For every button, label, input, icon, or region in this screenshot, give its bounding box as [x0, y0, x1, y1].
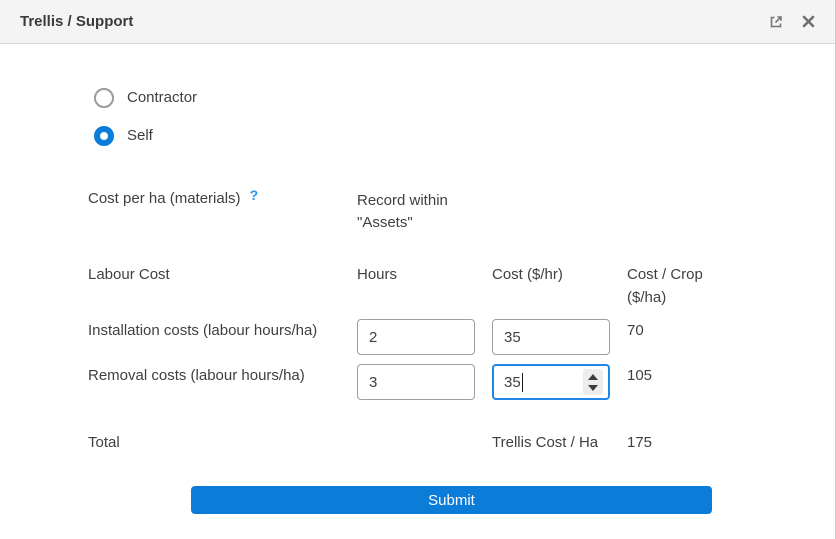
dialog-title: Trellis / Support — [20, 13, 134, 30]
radio-circle-icon — [94, 125, 114, 146]
trellis-cost-label: Trellis Cost / Ha — [492, 434, 599, 451]
radio-contractor[interactable]: Contractor — [94, 87, 815, 108]
expand-icon[interactable] — [767, 13, 785, 31]
total-label: Total — [88, 434, 120, 451]
table-row-installation: Installation costs (labour hours/ha) 70 — [88, 319, 815, 355]
removal-hours-input[interactable] — [357, 364, 475, 400]
header-hours: Hours — [357, 266, 398, 283]
close-icon[interactable] — [799, 13, 817, 31]
spinner-up-icon[interactable] — [588, 373, 598, 380]
radio-label: Self — [127, 127, 153, 144]
radio-label: Contractor — [127, 89, 198, 106]
trellis-cost-value: 175 — [627, 434, 653, 451]
header-cost-per-crop: Cost / Crop ($/ha) — [627, 266, 703, 306]
radio-circle-icon — [94, 87, 114, 108]
row-label: Installation costs (labour hours/ha) — [88, 322, 318, 339]
removal-cost-per-crop: 105 — [627, 367, 653, 384]
removal-cost-input[interactable]: 35 — [492, 364, 610, 400]
dialog-header: Trellis / Support — [0, 0, 835, 44]
materials-row: Cost per ha (materials)? Record within "… — [88, 187, 815, 234]
total-row: Total Trellis Cost / Ha 175 — [88, 434, 815, 451]
number-spinner[interactable] — [583, 369, 603, 395]
table-row-removal: Removal costs (labour hours/ha) 35 105 — [88, 364, 815, 400]
row-label: Removal costs (labour hours/ha) — [88, 367, 305, 384]
input-value: 35 — [504, 373, 521, 391]
header-cost-per-hr: Cost ($/hr) — [492, 266, 563, 283]
installation-hours-input[interactable] — [357, 319, 475, 355]
dialog-content: Contractor Self Cost per ha (materials)?… — [0, 87, 835, 514]
radio-self[interactable]: Self — [94, 125, 815, 146]
labour-table-header: Labour Cost Hours Cost ($/hr) Cost / Cro… — [88, 266, 815, 306]
help-icon[interactable]: ? — [249, 187, 259, 203]
text-caret — [521, 372, 524, 392]
header-labour-cost: Labour Cost — [88, 266, 170, 283]
header-icons — [767, 13, 817, 31]
spinner-down-icon[interactable] — [588, 384, 598, 391]
materials-label: Cost per ha (materials)? — [88, 187, 259, 207]
installation-cost-per-crop: 70 — [627, 322, 644, 339]
submit-button[interactable]: Submit — [191, 486, 712, 514]
materials-note: Record within "Assets" — [357, 192, 448, 231]
installation-cost-input[interactable] — [492, 319, 610, 355]
who-radio-group: Contractor Self — [94, 87, 815, 146]
